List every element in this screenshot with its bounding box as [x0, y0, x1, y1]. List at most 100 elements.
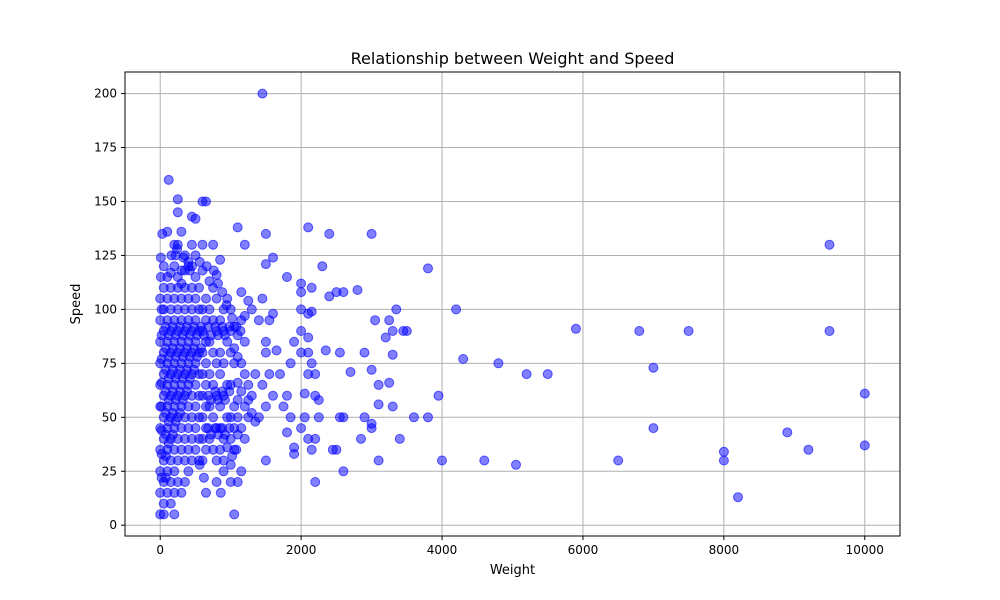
data-point: [172, 194, 183, 205]
data-point: [451, 304, 462, 315]
data-point: [306, 444, 317, 455]
data-point: [366, 364, 377, 375]
data-point: [162, 272, 173, 282]
data-point: [264, 369, 275, 380]
data-point: [163, 438, 174, 449]
data-point: [201, 261, 212, 272]
data-point: [306, 282, 317, 293]
x-tick-label: 0: [156, 543, 164, 557]
data-point: [231, 444, 242, 455]
x-tick-label: 2000: [286, 543, 317, 557]
data-point: [246, 390, 257, 401]
data-point: [253, 412, 264, 423]
data-point: [282, 390, 292, 401]
data-point: [285, 358, 296, 369]
data-point: [859, 440, 870, 451]
x-tick-label: 4000: [427, 543, 458, 557]
data-point: [186, 239, 197, 250]
data-point: [162, 226, 173, 237]
data-point: [384, 315, 395, 326]
data-point: [211, 455, 222, 466]
data-point: [167, 429, 178, 440]
data-point: [260, 228, 271, 239]
data-point: [224, 386, 235, 397]
data-point: [257, 293, 268, 304]
data-point: [160, 472, 171, 483]
data-point: [296, 304, 307, 315]
data-point: [271, 345, 282, 356]
data-point: [373, 399, 384, 410]
data-point: [208, 412, 219, 423]
data-point: [257, 88, 268, 99]
data-point: [285, 412, 296, 423]
data-point: [366, 423, 377, 434]
y-tick-label: 200: [94, 87, 117, 101]
data-point: [239, 433, 250, 444]
data-point: [208, 265, 219, 276]
data-point: [303, 347, 314, 358]
data-point: [613, 455, 624, 466]
data-point: [236, 386, 247, 397]
data-point: [370, 315, 381, 326]
data-point: [433, 390, 444, 401]
x-tick-label: 10000: [846, 543, 884, 557]
data-point: [201, 358, 211, 369]
data-point: [394, 433, 405, 444]
data-point: [194, 459, 205, 470]
data-point: [211, 293, 222, 304]
data-point: [246, 408, 257, 418]
data-point: [201, 293, 211, 304]
data-point: [303, 222, 314, 233]
data-point: [310, 369, 321, 380]
data-point: [493, 358, 504, 369]
data-point: [373, 455, 384, 466]
data-point: [172, 272, 183, 282]
x-tick-label: 6000: [568, 543, 599, 557]
data-point: [401, 326, 412, 336]
data-point: [211, 358, 222, 369]
data-point: [306, 358, 317, 369]
data-point: [511, 459, 521, 470]
data-point: [156, 377, 167, 388]
data-point: [570, 323, 581, 334]
data-point: [296, 278, 307, 289]
data-point: [718, 446, 729, 457]
data-point: [201, 401, 211, 412]
y-tick-label: 125: [94, 248, 117, 262]
y-tick-label: 100: [94, 302, 117, 316]
y-tick-label: 150: [94, 194, 117, 208]
data-point: [239, 310, 250, 321]
data-point: [306, 306, 317, 317]
data-point: [232, 395, 243, 405]
data-point: [359, 347, 370, 358]
y-tick-label: 175: [94, 141, 117, 155]
data-point: [176, 226, 187, 237]
data-point: [239, 369, 250, 380]
data-point: [268, 252, 278, 263]
y-tick-label: 0: [109, 518, 117, 532]
data-point: [313, 412, 324, 423]
y-tick-label: 50: [102, 410, 117, 424]
data-point: [264, 315, 275, 326]
data-point: [190, 213, 201, 224]
data-points: [155, 88, 870, 520]
chart-title: Relationship between Weight and Speed: [351, 49, 675, 68]
data-point: [718, 455, 729, 466]
data-point: [648, 362, 659, 373]
data-point: [191, 351, 202, 362]
data-point: [178, 252, 189, 263]
data-point: [155, 509, 166, 520]
data-point: [408, 412, 419, 423]
data-point: [196, 343, 207, 354]
data-point: [268, 390, 278, 401]
data-point: [260, 347, 271, 358]
data-point: [208, 239, 219, 250]
data-point: [338, 412, 349, 423]
data-point: [380, 332, 391, 343]
data-point: [253, 315, 264, 326]
data-point: [156, 304, 167, 315]
data-point: [158, 498, 169, 509]
data-point: [158, 282, 169, 293]
data-point: [225, 477, 236, 487]
